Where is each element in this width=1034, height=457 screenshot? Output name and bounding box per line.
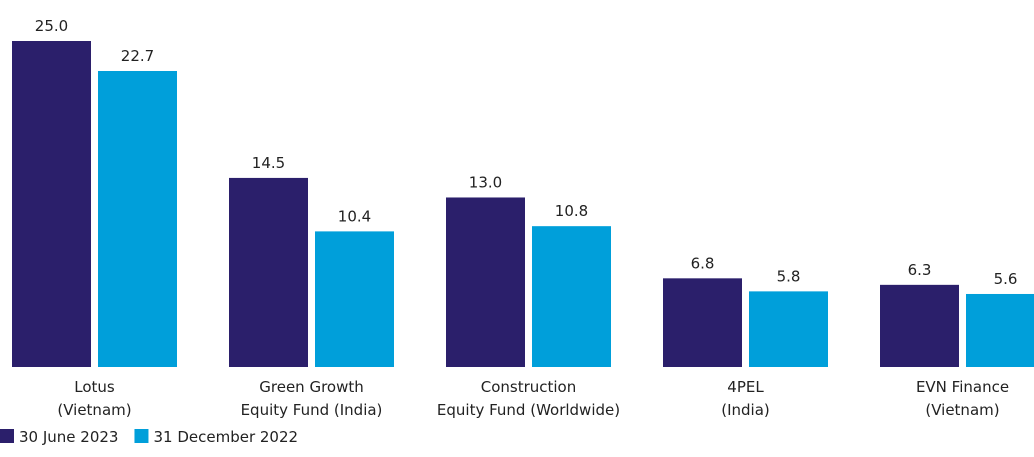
bar — [532, 226, 611, 367]
data-label: 6.8 — [691, 254, 715, 272]
x-tick-label: 4PEL — [727, 378, 764, 396]
legend-swatch — [0, 429, 14, 443]
x-tick-label: (Vietnam) — [925, 401, 999, 419]
bar — [966, 293, 1034, 367]
x-tick-label: (India) — [721, 401, 770, 419]
bar — [98, 70, 177, 367]
data-label: 25.0 — [35, 17, 68, 35]
data-label: 13.0 — [469, 173, 502, 191]
x-tick-label: Construction — [481, 378, 577, 396]
data-label: 10.8 — [555, 202, 588, 220]
data-label: 5.6 — [994, 270, 1018, 288]
x-tick-label: Lotus — [74, 378, 115, 396]
x-tick-label: Green Growth — [259, 378, 364, 396]
x-tick-label: Equity Fund (India) — [241, 401, 383, 419]
bar — [12, 41, 91, 367]
data-label: 14.5 — [252, 154, 285, 172]
data-label: 22.7 — [121, 47, 154, 65]
x-tick-label: (Vietnam) — [57, 401, 131, 419]
bar — [229, 177, 308, 367]
x-tick-label: Equity Fund (Worldwide) — [437, 401, 620, 419]
x-tick-label: EVN Finance — [916, 378, 1009, 396]
legend-label: 30 June 2023 — [19, 428, 118, 446]
data-label: 5.8 — [777, 267, 801, 285]
bar — [880, 284, 959, 367]
bar — [315, 231, 394, 367]
data-label: 10.4 — [338, 207, 371, 225]
legend-label: 31 December 2022 — [153, 428, 298, 446]
bar — [749, 291, 828, 367]
bar — [663, 278, 742, 367]
data-label: 6.3 — [908, 261, 932, 279]
bar — [446, 197, 525, 367]
legend-swatch — [134, 429, 149, 443]
